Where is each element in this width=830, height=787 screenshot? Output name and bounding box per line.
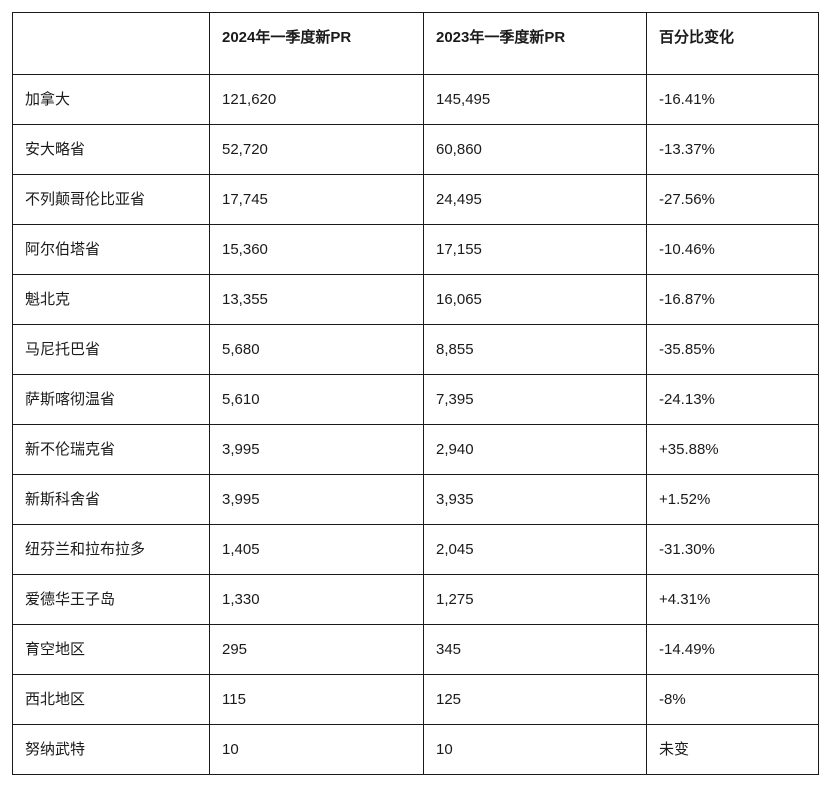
table-cell: 7,395 [424, 375, 647, 425]
table-cell: 10 [210, 725, 424, 775]
table-cell: -16.41% [647, 75, 819, 125]
col-header-pctchange: 百分比变化 [647, 13, 819, 75]
table-cell: 安大略省 [13, 125, 210, 175]
table-cell: 2,045 [424, 525, 647, 575]
table-cell: -35.85% [647, 325, 819, 375]
table-cell: 15,360 [210, 225, 424, 275]
table-cell: -10.46% [647, 225, 819, 275]
table-cell: 345 [424, 625, 647, 675]
table-cell: 阿尔伯塔省 [13, 225, 210, 275]
table-body: 加拿大121,620145,495-16.41%安大略省52,72060,860… [13, 75, 819, 775]
table-cell: 5,610 [210, 375, 424, 425]
table-cell: 52,720 [210, 125, 424, 175]
table-cell: 145,495 [424, 75, 647, 125]
table-cell: 爱德华王子岛 [13, 575, 210, 625]
table-cell: 13,355 [210, 275, 424, 325]
table-cell: 加拿大 [13, 75, 210, 125]
table-cell: -27.56% [647, 175, 819, 225]
table-cell: +4.31% [647, 575, 819, 625]
table-cell: -14.49% [647, 625, 819, 675]
table-cell: 125 [424, 675, 647, 725]
table-cell: 新斯科舍省 [13, 475, 210, 525]
table-cell: 马尼托巴省 [13, 325, 210, 375]
table-row: 安大略省52,72060,860-13.37% [13, 125, 819, 175]
table-cell: -24.13% [647, 375, 819, 425]
table-cell: 295 [210, 625, 424, 675]
table-cell: 60,860 [424, 125, 647, 175]
table-cell: 121,620 [210, 75, 424, 125]
table-row: 爱德华王子岛1,3301,275+4.31% [13, 575, 819, 625]
table-cell: 未变 [647, 725, 819, 775]
table-cell: -13.37% [647, 125, 819, 175]
table-cell: 3,935 [424, 475, 647, 525]
table-cell: 17,155 [424, 225, 647, 275]
table-cell: 西北地区 [13, 675, 210, 725]
table-cell: 魁北克 [13, 275, 210, 325]
table-cell: 8,855 [424, 325, 647, 375]
table-row: 加拿大121,620145,495-16.41% [13, 75, 819, 125]
table-cell: 24,495 [424, 175, 647, 225]
col-header-2024: 2024年一季度新PR [210, 13, 424, 75]
table-cell: 新不伦瑞克省 [13, 425, 210, 475]
table-row: 马尼托巴省5,6808,855-35.85% [13, 325, 819, 375]
table-cell: 1,405 [210, 525, 424, 575]
table-cell: +1.52% [647, 475, 819, 525]
table-header-row: 2024年一季度新PR 2023年一季度新PR 百分比变化 [13, 13, 819, 75]
table-row: 纽芬兰和拉布拉多1,4052,045-31.30% [13, 525, 819, 575]
table-cell: 1,330 [210, 575, 424, 625]
table-cell: 17,745 [210, 175, 424, 225]
table-cell: 115 [210, 675, 424, 725]
table-cell: 3,995 [210, 475, 424, 525]
table-cell: 纽芬兰和拉布拉多 [13, 525, 210, 575]
table-row: 不列颠哥伦比亚省17,74524,495-27.56% [13, 175, 819, 225]
table-row: 魁北克13,35516,065-16.87% [13, 275, 819, 325]
table-row: 阿尔伯塔省15,36017,155-10.46% [13, 225, 819, 275]
table-cell: 努纳武特 [13, 725, 210, 775]
table-row: 西北地区115125-8% [13, 675, 819, 725]
table-row: 努纳武特1010未变 [13, 725, 819, 775]
table-cell: -8% [647, 675, 819, 725]
table-row: 育空地区295345-14.49% [13, 625, 819, 675]
table-cell: +35.88% [647, 425, 819, 475]
table-cell: -16.87% [647, 275, 819, 325]
table-cell: -31.30% [647, 525, 819, 575]
table-cell: 2,940 [424, 425, 647, 475]
col-header-region [13, 13, 210, 75]
table-cell: 1,275 [424, 575, 647, 625]
table-cell: 萨斯喀彻温省 [13, 375, 210, 425]
table-row: 新斯科舍省3,9953,935+1.52% [13, 475, 819, 525]
table-row: 萨斯喀彻温省5,6107,395-24.13% [13, 375, 819, 425]
pr-comparison-table: 2024年一季度新PR 2023年一季度新PR 百分比变化 加拿大121,620… [12, 12, 819, 775]
table-cell: 3,995 [210, 425, 424, 475]
table-cell: 5,680 [210, 325, 424, 375]
col-header-2023: 2023年一季度新PR [424, 13, 647, 75]
table-cell: 16,065 [424, 275, 647, 325]
table-cell: 10 [424, 725, 647, 775]
table-cell: 不列颠哥伦比亚省 [13, 175, 210, 225]
table-row: 新不伦瑞克省3,9952,940+35.88% [13, 425, 819, 475]
table-cell: 育空地区 [13, 625, 210, 675]
